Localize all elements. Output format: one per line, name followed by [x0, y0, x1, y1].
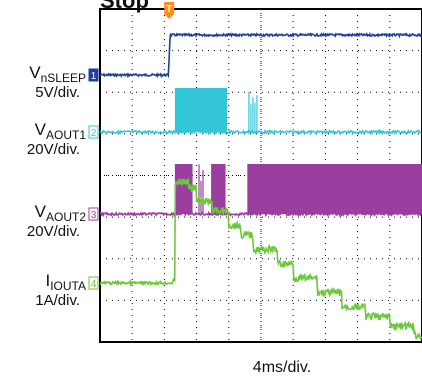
trigger-marker: [164, 2, 175, 14]
channel-name-main: V: [35, 202, 47, 221]
trace-nsleep: [99, 31, 422, 79]
trace-aout2-burst: [247, 164, 422, 214]
trace-aout2-pulses: [198, 164, 204, 214]
channel-markers: T 1 2 3 4: [88, 2, 175, 290]
channel-scale-aout2: 20V/div.: [27, 223, 80, 240]
trigger-marker-tip: [164, 14, 175, 19]
channel-marker-iouta: [88, 276, 99, 290]
channel-name-iouta: IIOUTA: [45, 271, 86, 293]
channel-marker-nsleep: [88, 68, 99, 82]
channel-name-sub: AOUT2: [46, 210, 86, 224]
channel-name-main: V: [35, 120, 47, 139]
channel-marker-label-aout2: 3: [91, 210, 97, 221]
channel-name-nsleep: VnSLEEP: [29, 63, 86, 85]
trace-aout2-burst: [211, 164, 226, 214]
chart-title: Stop: [100, 0, 149, 13]
trace-aout1-baseline: [99, 128, 422, 136]
channel-name-main: I: [45, 271, 50, 290]
trace-iouta: [99, 177, 422, 341]
channel-scale-iouta: 1A/div.: [35, 292, 80, 309]
channel-marker-label-aout1: 2: [91, 128, 97, 139]
channel-name-sub: IOUTA: [50, 279, 86, 293]
channel-scale-aout1: 20V/div.: [27, 141, 80, 158]
channel-marker-aout2: [88, 207, 99, 221]
channel-marker-aout1: [88, 125, 99, 139]
channel-name-sub: AOUT1: [46, 128, 86, 142]
traces: [99, 31, 422, 341]
trace-aout1-pulses: [248, 91, 258, 132]
channel-name-aout2: VAOUT2: [35, 202, 87, 224]
channel-name-main: V: [29, 63, 41, 82]
x-axis-label: 4ms/div.: [253, 359, 311, 376]
trace-aout2-burst: [174, 164, 193, 214]
channel-scale-nsleep: 5V/div.: [35, 84, 80, 101]
channel-labels: VnSLEEP5V/div.VAOUT120V/div.VAOUT220V/di…: [27, 63, 86, 309]
channel-marker-label-nsleep: 1: [91, 71, 97, 82]
channel-name-sub: nSLEEP: [41, 71, 86, 85]
trace-aout1-burst: [174, 88, 228, 132]
trigger-marker-label: T: [166, 4, 172, 15]
channel-marker-label-iouta: 4: [91, 279, 97, 290]
channel-name-aout1: VAOUT1: [35, 120, 87, 142]
